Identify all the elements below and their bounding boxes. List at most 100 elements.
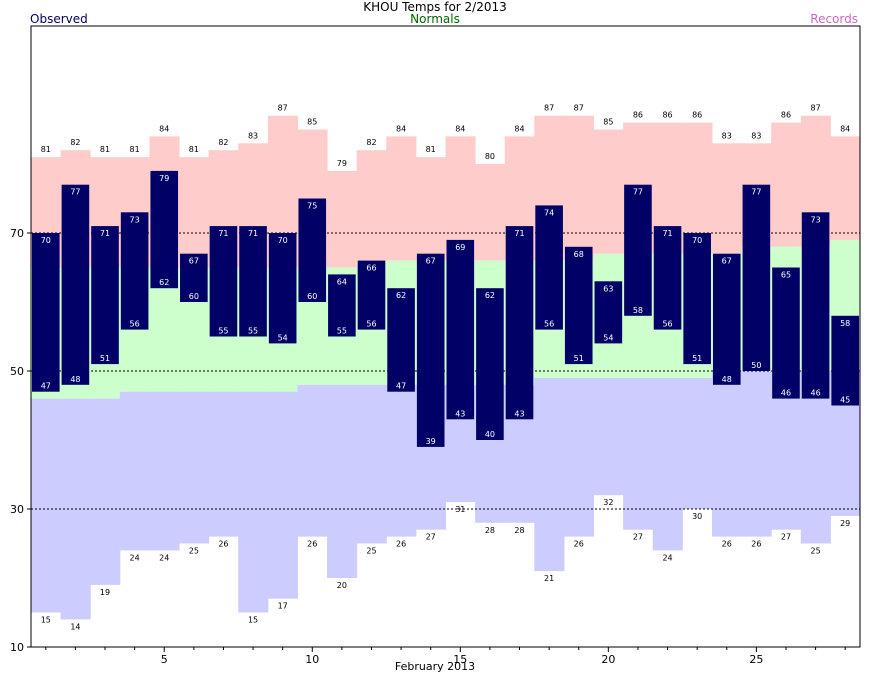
record-high-band xyxy=(771,122,802,247)
record-low-band xyxy=(149,391,180,551)
record-high-band xyxy=(711,143,743,254)
record-high-label: 86 xyxy=(662,111,672,120)
observed-low-label: 47 xyxy=(396,382,406,391)
observed-low-label: 54 xyxy=(603,333,613,342)
record-low-label: 29 xyxy=(840,519,850,528)
record-high-label: 80 xyxy=(485,152,495,161)
observed-bar xyxy=(535,205,563,330)
record-low-label: 14 xyxy=(70,622,80,631)
record-low-band xyxy=(356,384,387,544)
observed-low-label: 39 xyxy=(426,437,436,446)
record-high-label: 81 xyxy=(41,145,51,154)
observed-bar xyxy=(239,226,267,337)
observed-bar xyxy=(594,281,623,344)
record-low-band xyxy=(119,391,150,551)
record-low-label: 15 xyxy=(41,616,51,625)
record-low-band xyxy=(593,377,624,496)
record-low-label: 25 xyxy=(810,547,820,556)
record-low-label: 26 xyxy=(574,540,584,549)
record-high-label: 87 xyxy=(544,104,554,113)
record-low-band xyxy=(179,391,210,544)
observed-bar xyxy=(150,170,179,289)
record-high-label: 83 xyxy=(751,131,761,140)
record-low-label: 24 xyxy=(130,553,140,562)
observed-bar xyxy=(683,233,711,365)
observed-high-label: 70 xyxy=(278,236,288,245)
y-tick-label: 50 xyxy=(10,365,24,378)
observed-high-label: 58 xyxy=(840,319,850,328)
observed-bar xyxy=(712,253,741,385)
observed-bar xyxy=(446,239,475,420)
record-high-band xyxy=(327,170,358,268)
record-low-label: 25 xyxy=(366,547,376,556)
observed-low-label: 51 xyxy=(692,354,702,363)
observed-low-label: 50 xyxy=(751,361,761,370)
observed-low-label: 46 xyxy=(810,389,820,398)
record-low-band xyxy=(297,384,328,537)
record-high-band xyxy=(563,115,595,261)
record-low-band xyxy=(267,391,298,599)
record-high-label: 83 xyxy=(248,131,258,140)
record-low-band xyxy=(208,391,239,537)
record-high-label: 87 xyxy=(574,104,584,113)
observed-low-label: 47 xyxy=(41,382,51,391)
observed-high-label: 77 xyxy=(70,188,80,197)
observed-bar xyxy=(298,198,327,302)
record-low-label: 24 xyxy=(662,553,672,562)
observed-bar xyxy=(505,226,534,420)
observed-high-label: 74 xyxy=(544,208,554,217)
record-high-label: 81 xyxy=(426,145,436,154)
y-tick-label: 70 xyxy=(10,227,24,240)
observed-high-label: 71 xyxy=(100,229,110,238)
observed-bar xyxy=(772,267,800,399)
record-low-label: 27 xyxy=(426,533,436,542)
observed-bar xyxy=(268,233,297,344)
record-low-label: 24 xyxy=(159,553,169,562)
observed-bar xyxy=(61,184,90,385)
observed-bar xyxy=(416,253,445,447)
observed-low-label: 43 xyxy=(514,409,524,418)
observed-low-label: 56 xyxy=(130,320,140,329)
legend-observed: Observed xyxy=(30,12,88,26)
record-high-label: 83 xyxy=(722,131,732,140)
record-low-band xyxy=(327,384,358,578)
x-tick-label: 15 xyxy=(453,653,467,666)
record-high-label: 84 xyxy=(514,124,524,133)
record-high-label: 84 xyxy=(396,124,406,133)
observed-low-label: 60 xyxy=(307,292,317,301)
record-high-label: 85 xyxy=(307,118,317,127)
observed-low-label: 55 xyxy=(218,327,228,336)
record-high-label: 84 xyxy=(455,124,465,133)
observed-high-label: 73 xyxy=(130,215,140,224)
record-high-band xyxy=(830,136,861,240)
record-low-label: 26 xyxy=(307,540,317,549)
observed-high-label: 71 xyxy=(248,229,258,238)
x-tick-label: 25 xyxy=(749,653,763,666)
record-high-band xyxy=(356,150,387,261)
record-low-band xyxy=(386,384,417,537)
observed-high-label: 70 xyxy=(692,236,702,245)
observed-bar xyxy=(624,184,652,316)
observed-high-label: 63 xyxy=(603,284,613,293)
observed-low-label: 55 xyxy=(337,327,347,336)
record-low-label: 27 xyxy=(781,533,791,542)
record-low-band xyxy=(31,398,62,613)
observed-low-label: 54 xyxy=(278,333,288,342)
record-low-label: 19 xyxy=(100,588,110,597)
record-high-band xyxy=(179,157,210,268)
record-low-label: 20 xyxy=(337,581,347,590)
record-low-band xyxy=(90,398,121,585)
observed-low-label: 55 xyxy=(248,327,258,336)
observed-low-label: 51 xyxy=(574,354,584,363)
record-high-label: 85 xyxy=(603,118,613,127)
record-low-label: 32 xyxy=(603,498,613,507)
record-high-label: 82 xyxy=(366,138,376,147)
x-tick-label: 20 xyxy=(601,653,615,666)
observed-bar xyxy=(653,226,682,330)
observed-high-label: 71 xyxy=(218,229,228,238)
record-low-label: 21 xyxy=(544,574,554,583)
observed-high-label: 62 xyxy=(485,291,495,300)
observed-low-label: 46 xyxy=(781,389,791,398)
observed-bar xyxy=(476,288,504,440)
record-low-label: 17 xyxy=(278,602,288,611)
